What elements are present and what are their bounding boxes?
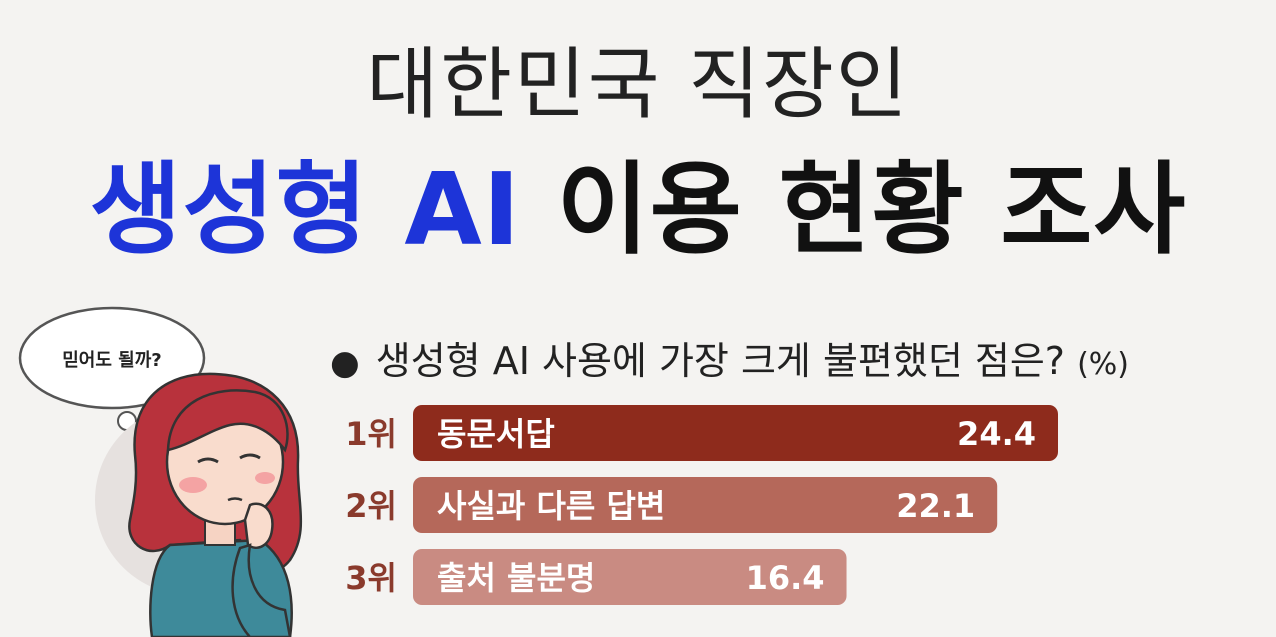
bar-1 xyxy=(413,405,1058,461)
title-line-2: 생성형 AI 이용 현황 조사 xyxy=(0,128,1276,273)
cheek-left xyxy=(179,477,207,493)
title-accent: 생성형 AI xyxy=(89,151,521,268)
speech-bubble-text: 믿어도 될까? xyxy=(62,350,162,371)
rank-label-2: 2위 xyxy=(345,487,397,525)
hair-bangs xyxy=(166,389,289,453)
category-label-2: 사실과 다른 답변 xyxy=(437,487,665,525)
category-label-3: 출처 불분명 xyxy=(437,559,595,597)
category-label-1: 동문서답 xyxy=(437,415,555,453)
eye-left xyxy=(197,457,219,464)
mouth xyxy=(227,497,243,502)
value-label-2: 22.1 xyxy=(896,487,975,525)
question-bullet: ● xyxy=(330,343,360,383)
rank-label-1: 1위 xyxy=(345,415,397,453)
eye-right xyxy=(239,453,261,460)
cheek-right xyxy=(255,472,275,484)
question-text: 생성형 AI 사용에 가장 크게 불편했던 점은? xyxy=(375,339,1065,383)
bar-3 xyxy=(413,549,847,605)
question-unit: (%) xyxy=(1077,347,1129,382)
arm xyxy=(231,543,292,637)
value-label-3: 16.4 xyxy=(746,559,825,597)
chart-question: ● 생성형 AI 사용에 가장 크게 불편했던 점은? (%) xyxy=(330,330,1129,385)
bar-2 xyxy=(413,477,998,533)
thinking-woman-illustration: 믿어도 될까? xyxy=(18,306,303,637)
value-label-1: 24.4 xyxy=(957,415,1036,453)
title-rest: 이용 현황 조사 xyxy=(556,151,1187,268)
title-line-1: 대한민국 직장인 xyxy=(366,40,910,130)
rank-label-3: 3위 xyxy=(345,559,397,597)
speech-bubble xyxy=(18,306,206,410)
